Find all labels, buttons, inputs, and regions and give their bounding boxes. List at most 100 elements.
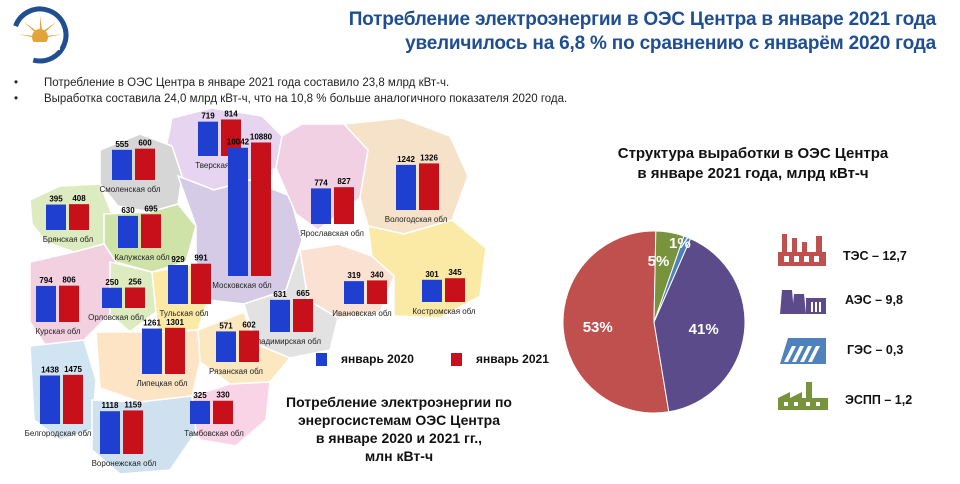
bar-value-label: 719 (201, 112, 215, 121)
plant-label-ges: ГЭС – 0,3 (847, 343, 904, 357)
bar-jan2021 (69, 204, 89, 230)
bar-jan2020 (40, 375, 60, 424)
bar-jan2020 (396, 164, 416, 210)
bar-jan2021 (63, 374, 83, 424)
bar-value-label: 1242 (397, 155, 415, 164)
bar-value-label: 631 (273, 290, 287, 299)
bar-jan2020 (46, 204, 66, 230)
bar-jan2021 (334, 187, 354, 224)
bar-jan2020 (142, 328, 162, 374)
region-label: Смоленская обл (99, 185, 160, 194)
bar-jan2021 (293, 298, 313, 332)
bar-value-label: 1159 (124, 400, 142, 409)
region-label: Тамбовская обл (184, 429, 244, 438)
bar-jan2020 (118, 215, 138, 248)
bar-jan2020 (168, 264, 188, 304)
region-label: Белгородская обл (25, 429, 92, 438)
region-label: Ярославская обл (300, 229, 364, 238)
bar-jan2020 (36, 285, 56, 322)
bar-value-label: 301 (425, 270, 439, 279)
pie-slice (562, 230, 670, 414)
bar-jan2020 (270, 299, 290, 332)
bar-jan2020 (112, 149, 132, 180)
pie-percent-label: 1% (669, 235, 691, 252)
bar-jan2021 (367, 280, 387, 304)
bar-value-label: 1118 (102, 401, 119, 410)
bar-value-label: 395 (49, 195, 63, 204)
bar-jan2020 (228, 147, 248, 276)
bar-value-label: 1438 (41, 365, 59, 374)
bar-value-label: 1475 (64, 365, 82, 374)
region-label: Рязанская обл (209, 367, 263, 376)
bar-value-label: 991 (194, 254, 208, 263)
bar-value-label: 806 (62, 276, 76, 285)
summary-bullets: • Потребление в ОЭС Центра в январе 2021 … (14, 75, 567, 107)
bar-value-label: 330 (216, 391, 230, 400)
bar-jan2021 (445, 278, 465, 302)
page-title: Потребление электроэнергии в ОЭС Центра … (349, 8, 936, 56)
legend-swatch-red (451, 352, 462, 366)
bar-jan2021 (239, 330, 259, 362)
bar-value-label: 794 (39, 276, 53, 285)
bar-value-label: 1301 (166, 318, 184, 327)
region-label: Орловская обл (88, 313, 144, 322)
bar-value-label: 250 (105, 278, 119, 287)
bar-value-label: 571 (219, 321, 233, 330)
pie-slice (653, 237, 746, 413)
bar-jan2020 (198, 121, 218, 156)
legend-swatch-blue (316, 352, 327, 366)
bar-value-label: 325 (193, 391, 207, 400)
bar-value-label: 602 (242, 321, 256, 330)
thermal-plant-icon (778, 234, 826, 266)
bar-value-label: 929 (171, 255, 185, 264)
bar-value-label: 319 (347, 271, 361, 280)
region-label: Липецкая обл (136, 379, 187, 388)
region-label: Вологодская обл (385, 215, 448, 224)
bar-jan2020 (102, 287, 122, 308)
bar-jan2021 (419, 163, 439, 210)
bullet-item: • Выработка составила 24,0 млрд кВт-ч, чт… (14, 93, 568, 105)
bar-value-label: 814 (224, 109, 238, 118)
bar-jan2021 (59, 285, 79, 322)
bar-jan2020 (190, 400, 210, 424)
region-label: Тверская обл (195, 161, 245, 170)
bar-jan2021 (141, 214, 161, 248)
pie-percent-label: 5% (648, 253, 670, 270)
title-line-1: Потребление электроэнергии в ОЭС Центра … (348, 9, 936, 30)
bar-value-label: 695 (144, 204, 158, 213)
pie-slice (653, 230, 685, 323)
bar-jan2020 (216, 331, 236, 362)
pie-percent-label: 41% (689, 321, 719, 338)
region-label: Владимирская обл (251, 337, 321, 346)
plant-label-aes: АЭС – 9,8 (845, 293, 903, 307)
bar-jan2020 (100, 411, 120, 454)
bar-jan2021 (135, 148, 155, 180)
bar-jan2021 (213, 400, 233, 424)
region-label: Курская обл (35, 327, 80, 336)
bar-value-label: 10880 (250, 132, 273, 141)
plant-label-espp: ЭСПП – 1,2 (845, 393, 913, 407)
bar-value-label: 408 (72, 194, 86, 203)
bar-value-label: 340 (370, 270, 384, 279)
bar-value-label: 345 (448, 268, 462, 277)
bar-jan2021 (251, 142, 271, 276)
bar-jan2020 (311, 188, 331, 224)
bar-value-label: 600 (138, 139, 152, 148)
bar-jan2020 (422, 279, 442, 302)
title-line-2: увеличилось на 6,8 % по сравнению с янва… (405, 33, 936, 54)
bar-value-label: 256 (128, 278, 142, 287)
company-logo (11, 6, 69, 64)
hydro-plant-icon (780, 338, 826, 364)
bar-jan2021 (125, 287, 145, 308)
region-label: Калужская обл (114, 253, 170, 262)
region-label: Тульская обл (159, 309, 208, 318)
bar-jan2020 (344, 281, 364, 304)
bar-jan2021 (165, 327, 185, 374)
bar-value-label: 774 (314, 178, 328, 187)
region-label: Воронежская обл (92, 459, 157, 468)
bar-jan2021 (191, 263, 211, 304)
plant-label-tes: ТЭС – 12,7 (843, 249, 907, 263)
bar-value-label: 10042 (227, 138, 250, 147)
region-label: Костромская обл (412, 307, 476, 316)
